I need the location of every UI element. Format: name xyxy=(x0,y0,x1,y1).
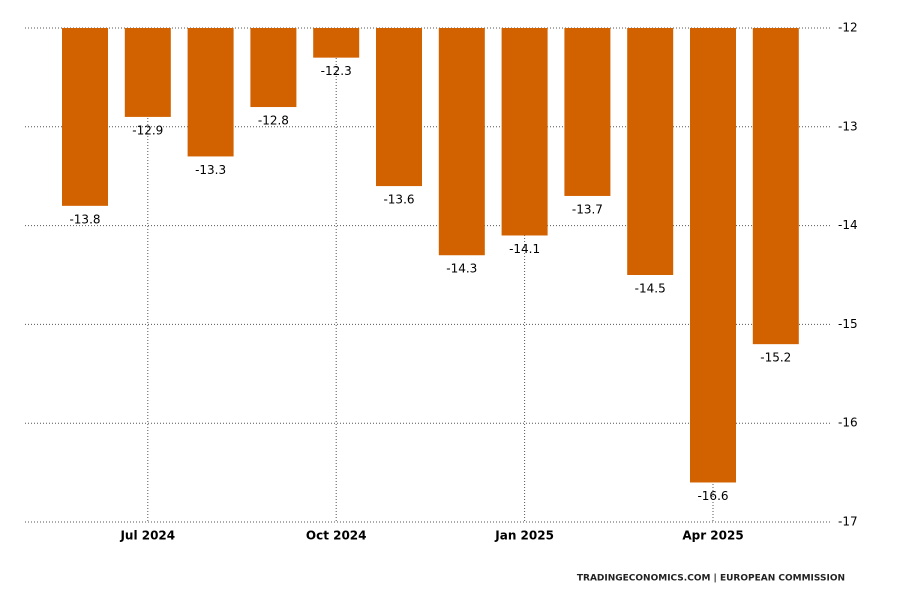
y-tick-label: -16 xyxy=(838,416,858,430)
bar xyxy=(187,28,234,157)
data-label: -13.6 xyxy=(383,193,414,207)
bar xyxy=(690,28,736,483)
bar xyxy=(124,28,171,117)
bar xyxy=(501,28,548,236)
bar xyxy=(438,28,485,256)
data-label: -13.3 xyxy=(195,163,226,177)
data-label: -13.8 xyxy=(69,212,100,226)
x-tick-label: Apr 2025 xyxy=(682,529,743,543)
y-tick-label: -14 xyxy=(838,218,858,232)
bar xyxy=(752,28,799,345)
data-label: -15.2 xyxy=(760,351,791,365)
bar xyxy=(627,28,674,275)
data-label: -12.8 xyxy=(258,114,289,128)
x-tick-label: Oct 2024 xyxy=(306,529,367,543)
data-label: -12.3 xyxy=(321,64,352,78)
bar xyxy=(62,28,108,206)
data-label: -14.1 xyxy=(509,242,540,256)
bar xyxy=(313,28,360,58)
data-label: -16.6 xyxy=(697,489,728,503)
y-tick-label: -12 xyxy=(838,21,858,35)
source: TRADINGECONOMICS.COM | EUROPEAN COMMISSI… xyxy=(577,574,845,584)
y-tick-label: -13 xyxy=(838,119,858,133)
y-tick-label: -15 xyxy=(838,317,858,331)
x-tick-label: Jan 2025 xyxy=(494,529,554,543)
data-label: -13.7 xyxy=(572,202,603,216)
bar xyxy=(564,28,611,196)
bar xyxy=(376,28,422,187)
data-label: -12.9 xyxy=(132,123,163,137)
bar xyxy=(250,28,297,108)
data-label: -14.3 xyxy=(446,262,477,276)
x-tick-label: Jul 2024 xyxy=(119,529,175,543)
y-tick-label: -17 xyxy=(838,515,858,529)
data-label: -14.5 xyxy=(635,282,666,296)
